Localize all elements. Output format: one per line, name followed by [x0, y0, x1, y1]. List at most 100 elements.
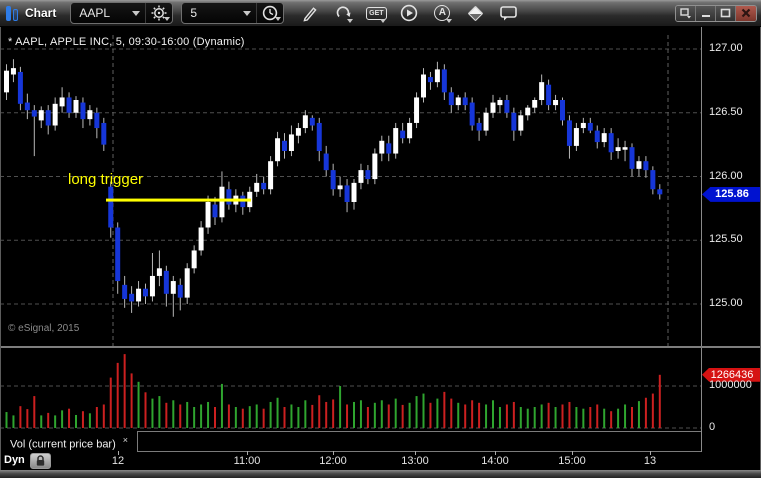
time-axis[interactable]: Dyn 12 11:00 12:00 13:00 14:00 15:00 13 [0, 451, 761, 470]
candle-body [66, 97, 72, 113]
time-tick [118, 451, 119, 455]
candles-layer [0, 35, 701, 346]
candle-body [17, 71, 23, 104]
comment-button[interactable] [496, 1, 520, 25]
price-chart-panel[interactable]: * AAPL, APPLE INC, 5, 09:30-16:00 (Dynam… [0, 27, 701, 346]
candle-body [344, 185, 350, 202]
candle-body [38, 110, 44, 121]
draw-pencil-button[interactable] [298, 1, 322, 25]
candle-body [608, 133, 614, 153]
candle-body [52, 103, 58, 126]
candle-body [393, 128, 399, 154]
candle-body [358, 170, 364, 183]
volume-study-tab[interactable]: Vol (current price bar) × [10, 435, 128, 451]
get-data-button[interactable]: GET [364, 1, 388, 25]
time-tick-label: 13:00 [401, 455, 429, 467]
time-tick-label: 14:00 [481, 455, 509, 467]
price-tick-label: 126.50 [709, 105, 743, 118]
candle-body [337, 185, 343, 190]
candle-body [149, 275, 155, 297]
time-tick-label: 13 [643, 455, 657, 467]
chart-header: * AAPL, APPLE INC, 5, 09:30-16:00 (Dynam… [8, 36, 245, 48]
time-tick-label: 12 [111, 455, 125, 467]
candle-body [184, 268, 190, 298]
curved-arrow-icon [336, 6, 351, 18]
dock-button[interactable] [676, 5, 696, 21]
volume-bars-layer [0, 354, 701, 429]
close-icon [741, 8, 751, 18]
price-tick-label: 125.50 [709, 233, 743, 246]
candle-body [372, 153, 378, 180]
lock-button[interactable] [30, 453, 51, 469]
replay-button[interactable] [397, 1, 421, 25]
candle-body [629, 147, 635, 169]
candle-body [45, 110, 51, 126]
analysis-button[interactable]: A [430, 1, 454, 25]
candle-body [615, 147, 621, 151]
candle-body [553, 100, 559, 106]
candle-body [351, 182, 357, 202]
time-tick-label: 15:00 [558, 455, 586, 467]
candle-body [115, 227, 121, 282]
time-tick [572, 451, 573, 455]
candle-body [302, 115, 308, 129]
candle-body [129, 293, 135, 302]
candle-body [316, 122, 322, 151]
window-controls [675, 4, 757, 22]
candle-body [323, 153, 329, 171]
candle-body [407, 122, 413, 139]
symbol-combo[interactable]: AAPL [71, 3, 145, 23]
shapes-button[interactable] [463, 1, 487, 25]
time-tick-label: 11:00 [233, 455, 261, 467]
window-title: Chart [25, 6, 57, 20]
gear-icon [151, 5, 167, 21]
candle-body [414, 97, 420, 123]
chevron-down-icon [132, 10, 141, 16]
time-tick [650, 451, 651, 455]
candle-body [636, 161, 642, 169]
candle-body [560, 100, 565, 121]
candle-body [31, 110, 37, 117]
price-axis[interactable]: 125.86 1266436 127.00 126.50 126.00 125.50 1… [701, 27, 761, 470]
candle-body [212, 204, 218, 218]
candle-body [490, 102, 496, 113]
minimize-button[interactable] [696, 5, 716, 21]
diamond-icon [467, 5, 484, 21]
interval-value: 5 [190, 6, 198, 20]
candle-body [295, 128, 301, 136]
volume-tick-label: 0 [709, 421, 716, 433]
candle-body [539, 82, 545, 100]
candle-body [261, 182, 267, 190]
line-tools-button[interactable] [331, 1, 355, 25]
candle-body [427, 77, 433, 83]
candle-body [441, 69, 447, 93]
lock-icon [36, 455, 45, 466]
time-tick [495, 451, 496, 455]
candle-body [587, 122, 593, 131]
candle-body [365, 170, 371, 180]
close-study-icon[interactable]: × [122, 435, 129, 445]
panel-divider[interactable] [0, 346, 761, 348]
candle-body [170, 281, 176, 294]
chevron-down-icon [380, 19, 387, 23]
volume-panel[interactable] [0, 348, 701, 430]
candle-body [650, 170, 656, 190]
candle-body [462, 97, 468, 106]
maximize-button[interactable] [716, 5, 736, 21]
symbol-settings-button[interactable] [145, 3, 172, 23]
esignal-watermark: © eSignal, 2015 [8, 323, 80, 334]
candle-body [580, 122, 586, 129]
interval-group: 5 [181, 2, 285, 24]
candle-body [455, 97, 461, 106]
interval-combo[interactable]: 5 [182, 3, 256, 23]
last-price-tag: 125.86 [702, 186, 761, 202]
candle-body [282, 140, 287, 151]
time-template-button[interactable] [256, 3, 283, 23]
study-tab-row: Vol (current price bar) × [0, 430, 701, 452]
candle-body [525, 107, 531, 116]
close-button[interactable] [736, 5, 756, 21]
pencil-icon [303, 7, 317, 22]
last-volume-tag: 1266436 [702, 367, 761, 382]
candle-body [122, 284, 128, 299]
